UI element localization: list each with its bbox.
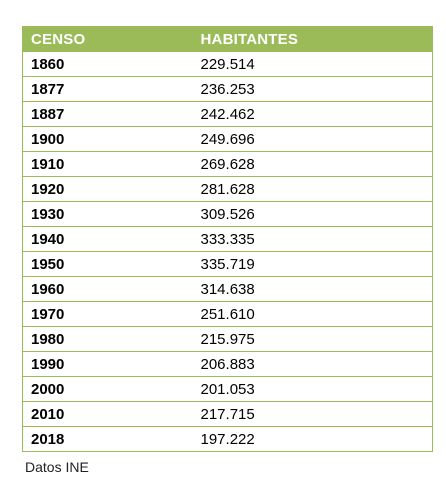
population-cell: 201.053 <box>192 376 433 402</box>
header-censo: CENSO <box>22 26 193 52</box>
census-table-container: CENSO HABITANTES 1860 229.514 1877 236.2… <box>22 26 433 452</box>
year-cell: 1887 <box>22 101 193 127</box>
population-cell: 206.883 <box>192 351 433 377</box>
population-cell: 333.335 <box>192 226 433 252</box>
table-row: 1860 229.514 <box>22 51 433 77</box>
table-row: 1930 309.526 <box>22 201 433 227</box>
year-cell: 1910 <box>22 151 193 177</box>
year-cell: 1980 <box>22 326 193 352</box>
table-row: 1877 236.253 <box>22 76 433 102</box>
population-cell: 242.462 <box>192 101 433 127</box>
year-cell: 1930 <box>22 201 193 227</box>
population-cell: 269.628 <box>192 151 433 177</box>
table-row: 1900 249.696 <box>22 126 433 152</box>
population-cell: 309.526 <box>192 201 433 227</box>
table-row: 1960 314.638 <box>22 276 433 302</box>
year-cell: 2010 <box>22 401 193 427</box>
year-cell: 1877 <box>22 76 193 102</box>
population-cell: 197.222 <box>192 426 433 452</box>
header-habitantes: HABITANTES <box>192 26 433 52</box>
year-cell: 1960 <box>22 276 193 302</box>
year-cell: 1920 <box>22 176 193 202</box>
table-row: 1910 269.628 <box>22 151 433 177</box>
population-cell: 335.719 <box>192 251 433 277</box>
year-cell: 2018 <box>22 426 193 452</box>
table-row: 1887 242.462 <box>22 101 433 127</box>
population-cell: 314.638 <box>192 276 433 302</box>
population-cell: 215.975 <box>192 326 433 352</box>
source-note: Datos INE <box>25 459 89 475</box>
year-cell: 1990 <box>22 351 193 377</box>
year-cell: 1860 <box>22 51 193 77</box>
year-cell: 1900 <box>22 126 193 152</box>
population-cell: 281.628 <box>192 176 433 202</box>
table-header: CENSO HABITANTES <box>22 26 433 52</box>
table-row: 2010 217.715 <box>22 401 433 427</box>
year-cell: 1970 <box>22 301 193 327</box>
population-cell: 251.610 <box>192 301 433 327</box>
census-table: CENSO HABITANTES 1860 229.514 1877 236.2… <box>22 26 433 452</box>
population-cell: 236.253 <box>192 76 433 102</box>
table-body: 1860 229.514 1877 236.253 1887 242.462 1… <box>22 51 433 452</box>
table-row: 1920 281.628 <box>22 176 433 202</box>
table-row: 1980 215.975 <box>22 326 433 352</box>
table-row: 1950 335.719 <box>22 251 433 277</box>
table-row: 1970 251.610 <box>22 301 433 327</box>
table-row: 1990 206.883 <box>22 351 433 377</box>
header-row: CENSO HABITANTES <box>22 26 433 52</box>
population-cell: 217.715 <box>192 401 433 427</box>
year-cell: 2000 <box>22 376 193 402</box>
table-row: 2000 201.053 <box>22 376 433 402</box>
year-cell: 1940 <box>22 226 193 252</box>
population-cell: 249.696 <box>192 126 433 152</box>
population-cell: 229.514 <box>192 51 433 77</box>
table-row: 2018 197.222 <box>22 426 433 452</box>
year-cell: 1950 <box>22 251 193 277</box>
table-row: 1940 333.335 <box>22 226 433 252</box>
